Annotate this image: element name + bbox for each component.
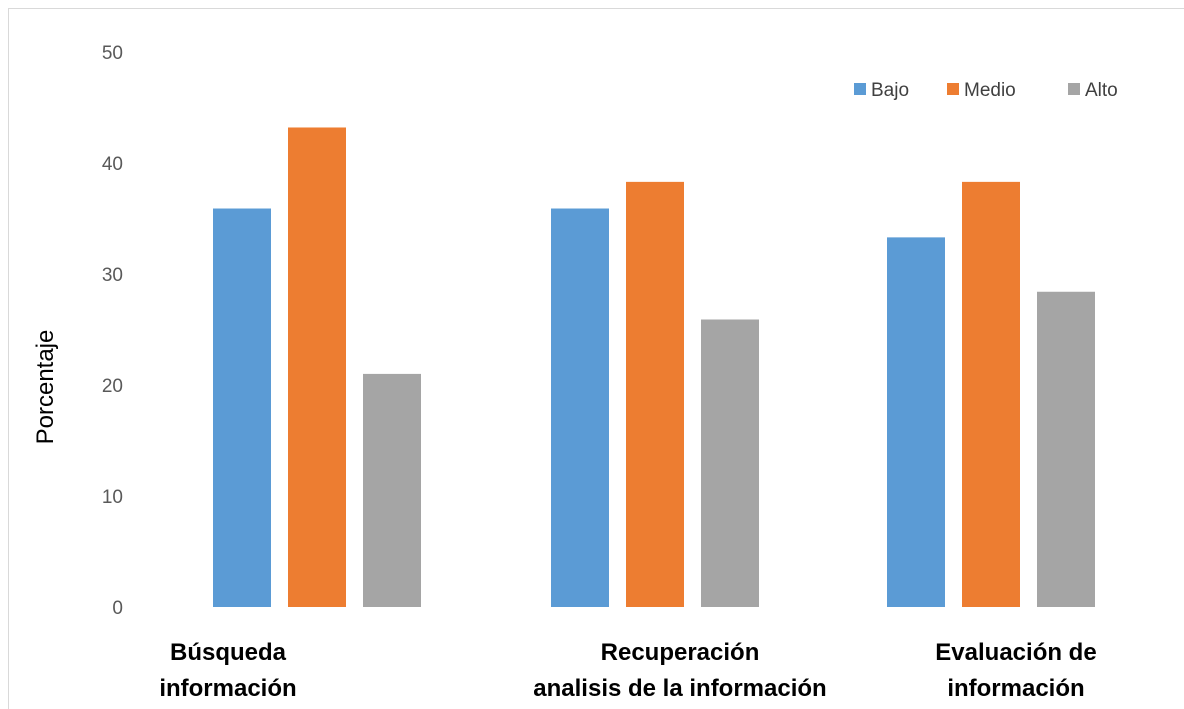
category-label: Evaluación de <box>935 639 1096 666</box>
y-axis-title: Porcentaje <box>32 330 59 445</box>
legend-label-alto: Alto <box>1085 80 1118 101</box>
category-label: información <box>159 675 296 702</box>
legend: Bajo Medio Alto <box>854 80 1118 101</box>
y-tick-label: 0 <box>112 598 123 619</box>
category-label: analisis de la información <box>533 675 826 702</box>
bar-medio <box>626 181 684 607</box>
category-label: Recuperación <box>601 639 760 666</box>
chart-frame <box>8 8 1184 709</box>
legend-swatch-bajo <box>854 83 866 95</box>
y-tick-label: 10 <box>102 487 123 508</box>
legend-swatch-medio <box>947 83 959 95</box>
bar-bajo <box>213 208 271 607</box>
bar-medio <box>288 127 346 607</box>
y-tick-label: 50 <box>102 43 123 64</box>
bar-bajo <box>551 208 609 607</box>
legend-swatch-alto <box>1068 83 1080 95</box>
category-label: Búsqueda <box>170 639 287 666</box>
y-axis-ticks: 0 10 20 30 40 50 <box>102 43 123 619</box>
y-tick-label: 20 <box>102 376 123 397</box>
bars <box>213 127 1095 607</box>
bar-bajo <box>887 237 945 607</box>
legend-label-medio: Medio <box>964 80 1016 101</box>
category-labels: Búsqueda información Recuperación analisis … <box>159 639 1096 702</box>
legend-label-bajo: Bajo <box>871 80 909 101</box>
bar-alto <box>701 319 759 607</box>
y-tick-label: 30 <box>102 265 123 286</box>
bar-alto <box>363 373 421 607</box>
category-label: información <box>947 675 1084 702</box>
bar-alto <box>1037 291 1095 607</box>
y-tick-label: 40 <box>102 154 123 175</box>
bar-medio <box>962 181 1020 607</box>
